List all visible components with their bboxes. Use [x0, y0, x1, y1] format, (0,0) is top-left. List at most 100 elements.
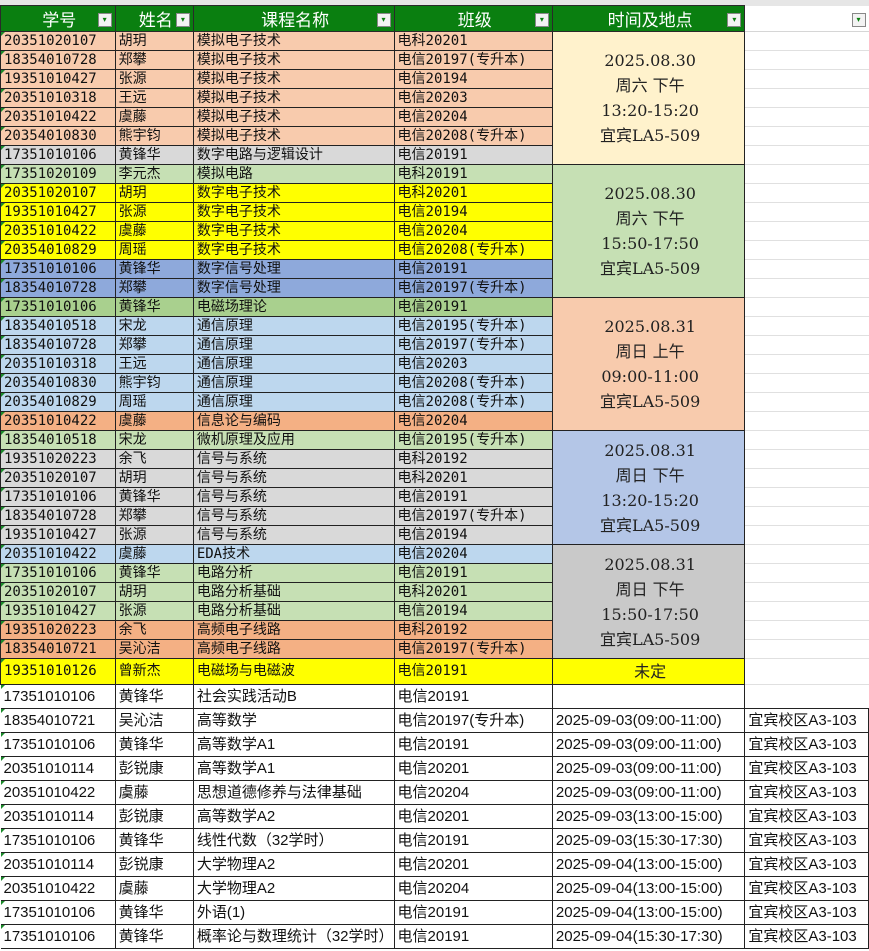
cell-course-name[interactable]: 模拟电子技术 [192, 126, 395, 146]
cell-extra[interactable] [744, 316, 869, 336]
cell-extra[interactable]: 宜宾校区A3-103 [744, 756, 869, 781]
cell-student-id[interactable]: 17351010106 [0, 259, 116, 279]
cell-name[interactable]: 黄锋华 [114, 259, 194, 279]
cell-course-name[interactable]: 外语(1) [193, 900, 395, 925]
cell-class[interactable]: 电信20204 [393, 411, 553, 431]
cell-name[interactable]: 虞藤 [114, 544, 194, 564]
cell-student-id[interactable]: 20354010830 [0, 126, 116, 146]
cell-time-location[interactable]: 2025-09-04(13:00-15:00) [552, 900, 746, 925]
cell-student-id[interactable]: 20351010422 [0, 544, 116, 564]
cell-student-id[interactable]: 18354010728 [0, 278, 116, 298]
cell-course-name[interactable]: 通信原理 [192, 335, 395, 355]
cell-class[interactable]: 电信20197(专升本) [394, 708, 553, 733]
cell-extra[interactable] [744, 31, 869, 51]
cell-class[interactable]: 电信20191 [393, 487, 553, 507]
cell-student-id[interactable]: 19351020223 [0, 449, 116, 469]
filter-dropdown-icon[interactable]: ▾ [851, 12, 866, 27]
cell-extra[interactable] [744, 620, 869, 640]
cell-course-name[interactable]: 数字信号处理 [192, 278, 395, 298]
cell-name[interactable]: 彭锐康 [115, 804, 194, 829]
cell-extra[interactable] [744, 684, 869, 709]
cell-name[interactable]: 熊宇钧 [114, 373, 194, 393]
cell-name[interactable]: 张源 [114, 69, 194, 89]
cell-name[interactable]: 黄锋华 [114, 487, 194, 507]
cell-student-id[interactable]: 20351010114 [0, 852, 116, 877]
cell-class[interactable]: 电信20208(专升本) [393, 373, 553, 393]
cell-name[interactable]: 黄锋华 [115, 828, 194, 853]
cell-extra[interactable]: 宜宾校区A3-103 [744, 828, 869, 853]
cell-student-id[interactable]: 17351010106 [0, 297, 116, 317]
cell-class[interactable]: 电信20194 [393, 69, 553, 89]
cell-name[interactable]: 胡玥 [114, 183, 194, 203]
cell-student-id[interactable]: 19351010427 [0, 202, 116, 222]
cell-name[interactable]: 周瑶 [114, 392, 194, 412]
cell-class[interactable]: 电科20192 [393, 449, 553, 469]
filter-dropdown-icon[interactable]: ▾ [534, 13, 549, 27]
cell-extra[interactable] [744, 373, 869, 393]
cell-class[interactable]: 电信20197(专升本) [393, 335, 553, 355]
cell-student-id[interactable]: 20351010422 [0, 411, 116, 431]
cell-course-name[interactable]: 模拟电子技术 [192, 50, 395, 70]
cell-course-name[interactable]: 高频电子线路 [192, 620, 395, 640]
cell-extra[interactable]: 宜宾校区A3-103 [744, 780, 869, 805]
cell-student-id[interactable]: 18354010721 [0, 708, 116, 733]
cell-student-id[interactable]: 18354010721 [0, 639, 116, 659]
cell-time-location[interactable]: 2025-09-03(09:00-11:00) [552, 756, 746, 781]
cell-time-location[interactable]: 2025-09-03(09:00-11:00) [552, 732, 746, 757]
cell-name[interactable]: 张源 [114, 601, 194, 621]
cell-extra[interactable] [744, 221, 869, 241]
cell-course-name[interactable]: 信号与系统 [192, 506, 395, 526]
cell-extra[interactable] [744, 658, 869, 685]
cell-name[interactable]: 胡玥 [114, 468, 194, 488]
cell-name[interactable]: 郑攀 [114, 50, 194, 70]
cell-extra[interactable] [744, 506, 869, 526]
cell-course-name[interactable]: 大学物理A2 [193, 876, 395, 901]
cell-class[interactable]: 电信20201 [394, 756, 553, 781]
cell-extra[interactable] [744, 335, 869, 355]
cell-time-location[interactable]: 2025.08.31 周日 上午 09:00-11:00 宜宾LA5-509 [551, 297, 746, 431]
cell-name[interactable]: 郑攀 [114, 506, 194, 526]
cell-course-name[interactable]: 数字电子技术 [192, 221, 395, 241]
cell-extra[interactable] [744, 297, 869, 317]
cell-class[interactable]: 电信20204 [394, 780, 553, 805]
cell-name[interactable]: 黄锋华 [115, 900, 194, 925]
cell-class[interactable]: 电信20201 [394, 852, 553, 877]
cell-student-id[interactable]: 17351020109 [0, 164, 116, 184]
cell-name[interactable]: 虞藤 [114, 107, 194, 127]
cell-time-location[interactable]: 2025-09-04(13:00-15:00) [552, 876, 746, 901]
cell-extra[interactable] [744, 50, 869, 70]
cell-student-id[interactable]: 17351010106 [0, 828, 116, 853]
cell-extra[interactable] [744, 601, 869, 621]
cell-name[interactable]: 周瑶 [114, 240, 194, 260]
cell-time-location[interactable]: 2025.08.31 周日 下午 15:50-17:50 宜宾LA5-509 [551, 544, 746, 659]
cell-course-name[interactable]: 模拟电子技术 [192, 107, 395, 127]
cell-class[interactable]: 电信20195(专升本) [393, 430, 553, 450]
cell-name[interactable]: 黄锋华 [115, 732, 194, 757]
cell-extra[interactable] [744, 69, 869, 89]
cell-course-name[interactable]: 通信原理 [192, 316, 395, 336]
cell-name[interactable]: 熊宇钧 [114, 126, 194, 146]
cell-course-name[interactable]: 微机原理及应用 [192, 430, 395, 450]
cell-class[interactable]: 电信20191 [394, 900, 553, 925]
cell-extra[interactable] [744, 639, 869, 659]
cell-class[interactable]: 电信20204 [393, 107, 553, 127]
cell-class[interactable]: 电信20208(专升本) [393, 126, 553, 146]
cell-class[interactable]: 电科20191 [393, 164, 553, 184]
cell-student-id[interactable]: 20354010829 [0, 392, 116, 412]
cell-student-id[interactable]: 17351010106 [0, 487, 116, 507]
cell-time-location[interactable] [552, 684, 746, 709]
cell-extra[interactable]: 宜宾校区A3-103 [744, 876, 869, 901]
cell-student-id[interactable]: 18354010728 [0, 335, 116, 355]
cell-student-id[interactable]: 20351010114 [0, 756, 116, 781]
cell-course-name[interactable]: 模拟电子技术 [192, 31, 395, 51]
cell-course-name[interactable]: 通信原理 [192, 392, 395, 412]
cell-extra[interactable] [744, 582, 869, 602]
cell-course-name[interactable]: 社会实践活动B [193, 684, 395, 709]
cell-student-id[interactable]: 19351010427 [0, 601, 116, 621]
filter-dropdown-icon[interactable]: ▾ [727, 13, 742, 27]
cell-course-name[interactable]: 信息论与编码 [192, 411, 395, 431]
cell-course-name[interactable]: 高等数学A1 [193, 732, 395, 757]
cell-name[interactable]: 郑攀 [114, 335, 194, 355]
cell-name[interactable]: 曾新杰 [114, 658, 194, 685]
cell-class[interactable]: 电科20201 [393, 582, 553, 602]
